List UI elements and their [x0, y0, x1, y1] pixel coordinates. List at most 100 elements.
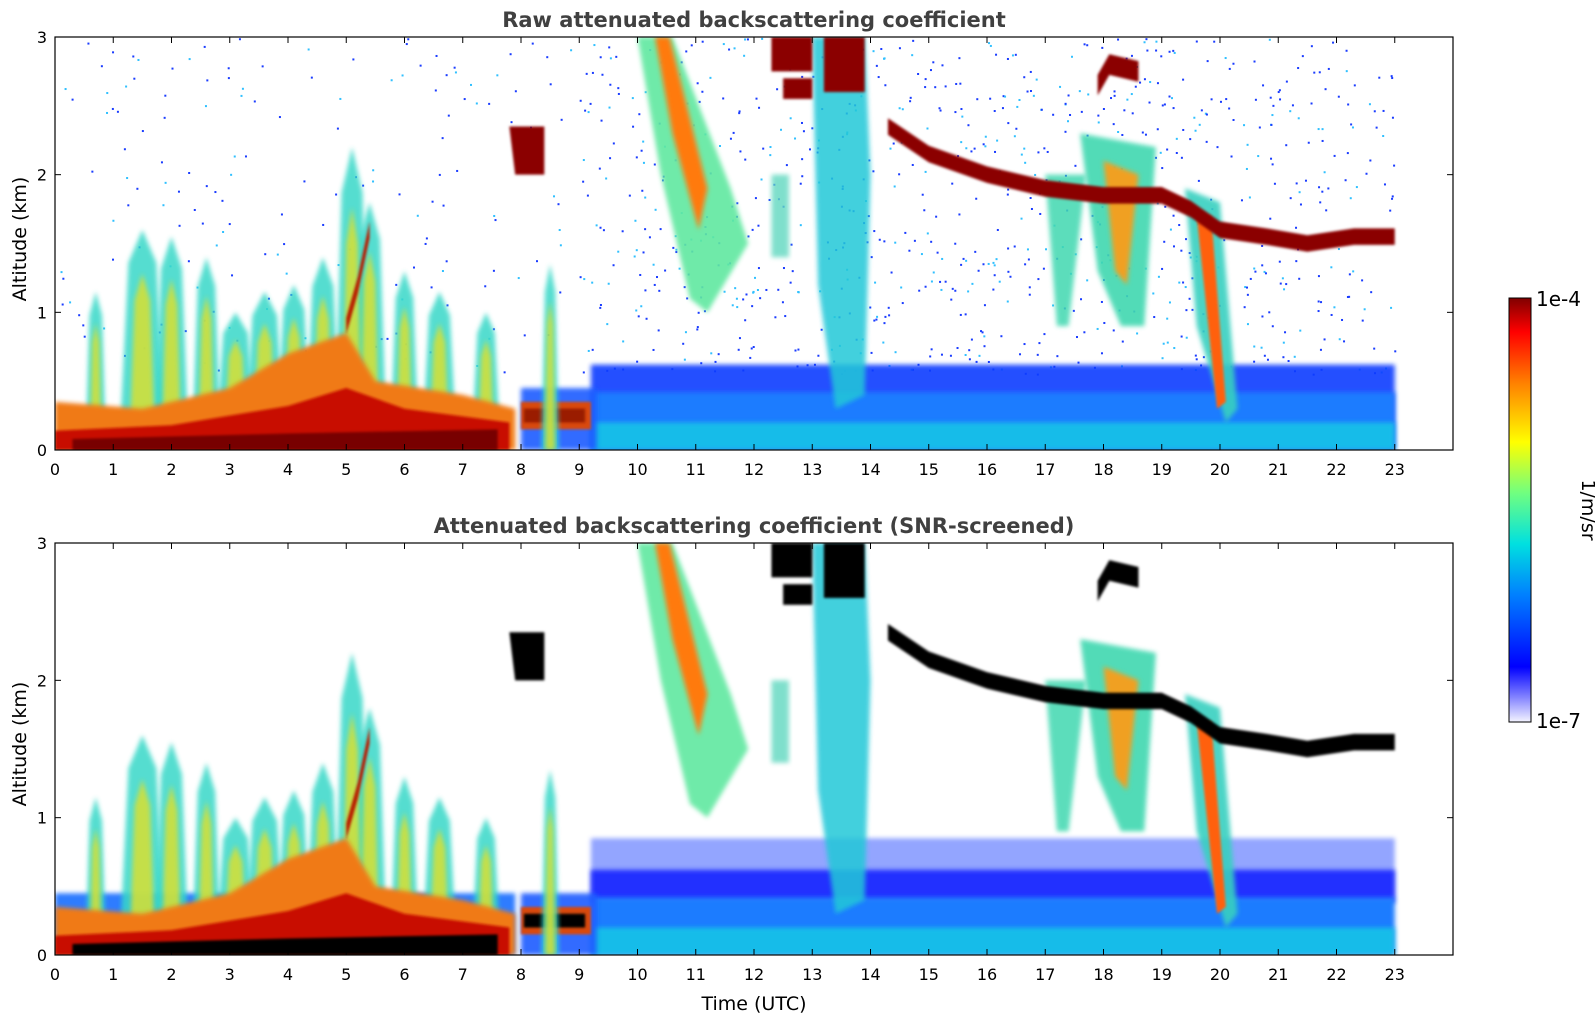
x-tick-label: 13: [802, 460, 822, 479]
noise-speckle: [750, 347, 753, 350]
noise-speckle: [1067, 120, 1070, 123]
noise-speckle: [776, 88, 779, 91]
noise-speckle: [1038, 342, 1041, 345]
noise-speckle: [640, 149, 643, 152]
noise-speckle: [934, 86, 937, 89]
noise-speckle: [1317, 275, 1320, 278]
noise-speckle: [924, 285, 927, 288]
noise-speckle: [949, 354, 952, 357]
noise-speckle: [1001, 107, 1004, 110]
noise-speckle: [797, 348, 800, 351]
noise-speckle: [438, 173, 441, 176]
noise-speckle: [1097, 114, 1100, 117]
noise-speckle: [1232, 118, 1235, 121]
x-tick-label: 16: [977, 460, 997, 479]
noise-speckle: [1004, 95, 1007, 98]
noise-speckle: [238, 38, 241, 41]
noise-speckle: [307, 48, 310, 51]
noise-speckle: [970, 150, 973, 153]
noise-speckle: [1029, 90, 1032, 93]
virga-core: [1196, 215, 1226, 409]
x-tick-label: 4: [283, 460, 293, 479]
noise-speckle: [1270, 157, 1273, 160]
noise-speckle: [1257, 155, 1260, 158]
noise-speckle: [977, 269, 980, 272]
cloud: [771, 37, 813, 72]
noise-speckle: [875, 64, 878, 67]
noise-speckle: [729, 137, 732, 140]
fall-streak-core: [654, 543, 708, 736]
y-tick-label: 2: [37, 166, 47, 185]
noise-speckle: [1166, 341, 1169, 344]
noise-speckle: [654, 208, 657, 211]
noise-speckle: [992, 288, 995, 291]
noise-speckle: [1064, 130, 1067, 133]
x-tick-label: 3: [225, 965, 235, 984]
noise-speckle: [1101, 46, 1104, 49]
noise-speckle: [87, 42, 90, 45]
noise-speckle: [336, 127, 339, 130]
noise-speckle: [1086, 279, 1089, 282]
noise-speckle: [171, 67, 174, 70]
x-tick-label: 7: [458, 965, 468, 984]
noise-speckle: [965, 147, 968, 150]
noise-speckle: [123, 148, 126, 151]
noise-speckle: [60, 271, 63, 274]
noise-speckle: [817, 354, 820, 357]
noise-speckle: [617, 87, 620, 90]
noise-speckle: [241, 87, 244, 90]
noise-speckle: [675, 248, 678, 251]
noise-speckle: [1024, 263, 1027, 266]
noise-speckle: [1343, 340, 1346, 343]
noise-speckle: [1277, 91, 1280, 94]
noise-speckle: [1126, 98, 1129, 101]
noise-speckle: [1347, 103, 1350, 106]
noise-speckle: [205, 185, 208, 188]
noise-speckle: [700, 362, 703, 365]
noise-speckle: [1285, 144, 1288, 147]
x-axis-ticks: 0 1 2 3 4 5 6 7 8 9 10 11 12 13 14 15 16 17 18 19 20 21 22 23: [50, 37, 1405, 479]
noise-speckle: [909, 100, 912, 103]
noise-speckle: [784, 315, 787, 318]
noise-speckle: [1175, 137, 1178, 140]
noise-speckle: [877, 76, 880, 79]
noise-speckle: [62, 277, 65, 280]
x-tick-label: 14: [860, 965, 880, 984]
noise-speckle: [911, 163, 914, 166]
noise-speckle: [989, 44, 992, 47]
noise-speckle: [898, 107, 901, 110]
noise-speckle: [696, 82, 699, 85]
noise-speckle: [1271, 163, 1274, 166]
noise-speckle: [930, 348, 933, 351]
noise-speckle: [782, 267, 785, 270]
noise-speckle: [1000, 335, 1003, 338]
noise-speckle: [1266, 358, 1269, 361]
noise-speckle: [61, 303, 64, 306]
noise-speckle: [920, 253, 923, 256]
noise-speckle: [1345, 49, 1348, 52]
noise-speckle: [1223, 239, 1226, 242]
noise-speckle: [887, 306, 890, 309]
noise-speckle: [583, 278, 586, 281]
cloud-layer: [887, 118, 1395, 252]
noise-speckle: [900, 286, 903, 289]
noise-speckle: [739, 150, 742, 153]
noise-speckle: [608, 106, 611, 109]
virga-core: [1196, 721, 1226, 914]
noise-speckle: [1299, 329, 1302, 332]
x-tick-label: 16: [977, 965, 997, 984]
noise-speckle: [283, 243, 286, 246]
noise-speckle: [958, 213, 961, 216]
x-tick-label: 11: [686, 965, 706, 984]
noise-speckle: [1337, 95, 1340, 98]
noise-speckle: [733, 47, 736, 50]
noise-speckle: [954, 111, 957, 114]
noise-speckle: [1028, 286, 1031, 289]
noise-speckle: [911, 54, 914, 57]
noise-speckle: [372, 180, 375, 183]
y-tick-label: 2: [37, 671, 47, 690]
noise-speckle: [960, 263, 963, 266]
noise-speckle: [1319, 201, 1322, 204]
noise-speckle: [951, 182, 954, 185]
noise-speckle: [659, 228, 662, 231]
